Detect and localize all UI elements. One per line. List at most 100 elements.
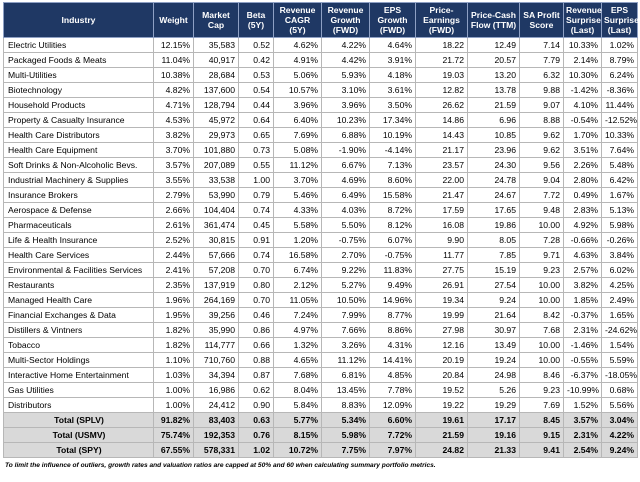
cell: 53,990 xyxy=(193,187,239,203)
cell: 19.16 xyxy=(467,427,520,443)
cell: 4.63% xyxy=(563,247,602,263)
column-header: Revenue Surprise (Last) xyxy=(563,2,602,38)
cell: 9.23 xyxy=(519,382,564,398)
cell: 9.56 xyxy=(519,157,564,173)
cell: 19.22 xyxy=(415,397,468,413)
total-row: Total (SPY) 67.55% 578,331 1.02 10.72% 7.75% 7… xyxy=(3,442,638,458)
cell: -10.99% xyxy=(563,382,602,398)
cell: 5.84% xyxy=(273,397,322,413)
cell: -12.52% xyxy=(601,112,638,128)
cell: 10.00 xyxy=(519,292,564,308)
cell: 10.38% xyxy=(153,67,194,83)
cell: 13.20 xyxy=(467,67,520,83)
data-row: Electric Utilities 12.15% 35,583 0.52 4.62% 4… xyxy=(3,37,638,53)
cell: 34,394 xyxy=(193,367,239,383)
cell: 1.00% xyxy=(153,382,194,398)
cell: 57,666 xyxy=(193,247,239,263)
cell: 6.81% xyxy=(321,367,370,383)
cell: 1.70% xyxy=(563,127,602,143)
data-row: Biotechnology 4.82% 137,600 0.54 10.57% 3.10%… xyxy=(3,82,638,98)
cell: 14.41% xyxy=(369,352,416,368)
industry-name: Environmental & Facilities Services xyxy=(3,262,154,278)
cell: 21.47 xyxy=(415,187,468,203)
cell: 2.57% xyxy=(563,262,602,278)
cell: 23.57 xyxy=(415,157,468,173)
data-row: Soft Drinks & Non-Alcoholic Bevs. 3.57% 20… xyxy=(3,157,638,173)
cell: 20.57 xyxy=(467,52,520,68)
cell: 7.99% xyxy=(321,307,370,323)
cell: 2.79% xyxy=(153,187,194,203)
cell: 0.52 xyxy=(238,37,274,53)
cell: 26.91 xyxy=(415,277,468,293)
cell: 15.58% xyxy=(369,187,416,203)
cell: 19.03 xyxy=(415,67,468,83)
cell: 0.70 xyxy=(238,262,274,278)
cell: 8.60% xyxy=(369,172,416,188)
cell: 3.51% xyxy=(563,142,602,158)
cell: 10.57% xyxy=(273,82,322,98)
cell: 0.76 xyxy=(238,427,274,443)
cell: -0.37% xyxy=(563,307,602,323)
industry-name: Health Care Equipment xyxy=(3,142,154,158)
cell: 6.88% xyxy=(321,127,370,143)
cell: 11.12% xyxy=(321,352,370,368)
cell: -0.75% xyxy=(321,232,370,248)
cell: -1.42% xyxy=(563,82,602,98)
cell: 4.03% xyxy=(321,202,370,218)
industry-name: Total (SPY) xyxy=(3,442,154,458)
cell: 1.67% xyxy=(601,187,638,203)
cell: -0.54% xyxy=(563,112,602,128)
cell: 9.71 xyxy=(519,247,564,263)
cell: 578,331 xyxy=(193,442,239,458)
cell: 8.45 xyxy=(519,412,564,428)
cell: 10.19% xyxy=(369,127,416,143)
cell: 2.44% xyxy=(153,247,194,263)
cell: 207,089 xyxy=(193,157,239,173)
cell: 11.05% xyxy=(273,292,322,308)
cell: 17.65 xyxy=(467,202,520,218)
cell: 0.79 xyxy=(238,187,274,203)
cell: 4.82% xyxy=(153,82,194,98)
cell: 9.88 xyxy=(519,82,564,98)
cell: 101,880 xyxy=(193,142,239,158)
data-row: Pharmaceuticals 2.61% 361,474 0.45 5.58% 5.50… xyxy=(3,217,638,233)
industry-name: Packaged Foods & Meats xyxy=(3,52,154,68)
cell: 24.67 xyxy=(467,187,520,203)
column-header: Revenue Growth (FWD) xyxy=(321,2,370,38)
cell: 6.49% xyxy=(321,187,370,203)
industry-name: Total (USMV) xyxy=(3,427,154,443)
cell: 24.82 xyxy=(415,442,468,458)
cell: 5.50% xyxy=(321,217,370,233)
cell: 5.48% xyxy=(601,157,638,173)
cell: 4.33% xyxy=(273,202,322,218)
cell: 5.98% xyxy=(321,427,370,443)
cell: 264,169 xyxy=(193,292,239,308)
cell: 1.20% xyxy=(273,232,322,248)
cell: 19.61 xyxy=(415,412,468,428)
cell: 4.91% xyxy=(273,52,322,68)
cell: 1.02 xyxy=(238,442,274,458)
cell: 26.62 xyxy=(415,97,468,113)
cell: 10.33% xyxy=(601,127,638,143)
cell: 7.13% xyxy=(369,157,416,173)
cell: -0.55% xyxy=(563,352,602,368)
cell: 3.26% xyxy=(321,337,370,353)
cell: 9.62 xyxy=(519,127,564,143)
cell: 3.84% xyxy=(601,247,638,263)
industry-name: Managed Health Care xyxy=(3,292,154,308)
cell: 5.46% xyxy=(273,187,322,203)
cell: 0.88 xyxy=(238,352,274,368)
cell: 137,600 xyxy=(193,82,239,98)
column-header: EPS Growth (FWD) xyxy=(369,2,416,38)
cell: 3.57% xyxy=(563,412,602,428)
cell: 5.34% xyxy=(321,412,370,428)
cell: 5.77% xyxy=(273,412,322,428)
cell: 2.66% xyxy=(153,202,194,218)
cell: 7.69% xyxy=(273,127,322,143)
cell: 35,990 xyxy=(193,322,239,338)
cell: 45,972 xyxy=(193,112,239,128)
cell: 0.80 xyxy=(238,277,274,293)
cell: 8.77% xyxy=(369,307,416,323)
cell: 10.72% xyxy=(273,442,322,458)
industry-name: Biotechnology xyxy=(3,82,154,98)
